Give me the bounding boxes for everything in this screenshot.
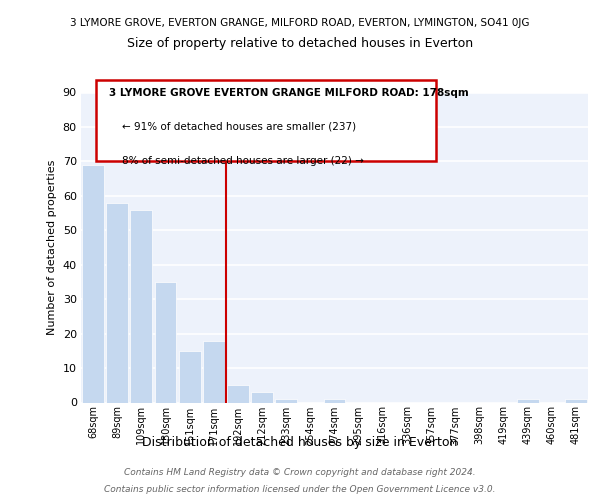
Bar [179,351,200,403]
Text: 3 LYMORE GROVE EVERTON GRANGE MILFORD ROAD: 178sqm: 3 LYMORE GROVE EVERTON GRANGE MILFORD RO… [109,88,469,98]
Text: Contains public sector information licensed under the Open Government Licence v3: Contains public sector information licen… [104,484,496,494]
Bar [130,210,152,402]
Text: Size of property relative to detached houses in Everton: Size of property relative to detached ho… [127,38,473,51]
Bar [275,399,297,402]
Text: ← 91% of detached houses are smaller (237): ← 91% of detached houses are smaller (23… [122,122,356,132]
Bar [106,202,128,402]
Text: Distribution of detached houses by size in Everton: Distribution of detached houses by size … [142,436,458,449]
Bar [82,165,104,402]
Bar [155,282,176,403]
Bar [517,399,539,402]
Bar [227,386,249,402]
Text: Contains HM Land Registry data © Crown copyright and database right 2024.: Contains HM Land Registry data © Crown c… [124,468,476,477]
Bar [251,392,273,402]
Bar [323,399,346,402]
Y-axis label: Number of detached properties: Number of detached properties [47,160,57,335]
Text: 3 LYMORE GROVE, EVERTON GRANGE, MILFORD ROAD, EVERTON, LYMINGTON, SO41 0JG: 3 LYMORE GROVE, EVERTON GRANGE, MILFORD … [70,18,530,28]
FancyBboxPatch shape [96,80,436,160]
Text: 8% of semi-detached houses are larger (22) →: 8% of semi-detached houses are larger (2… [122,156,364,166]
Bar [203,340,224,402]
Bar [565,399,587,402]
